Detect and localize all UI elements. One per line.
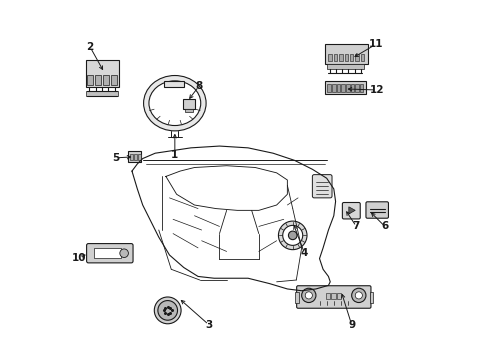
FancyBboxPatch shape	[354, 54, 358, 62]
FancyBboxPatch shape	[86, 244, 133, 263]
FancyBboxPatch shape	[134, 154, 136, 160]
Polygon shape	[348, 207, 354, 214]
Text: 7: 7	[352, 221, 359, 231]
FancyBboxPatch shape	[94, 248, 121, 258]
FancyBboxPatch shape	[128, 152, 141, 162]
FancyBboxPatch shape	[365, 202, 387, 218]
Text: 5: 5	[112, 153, 119, 163]
FancyBboxPatch shape	[341, 84, 344, 93]
FancyBboxPatch shape	[331, 293, 335, 299]
Circle shape	[301, 288, 315, 302]
Text: 3: 3	[205, 320, 212, 330]
FancyBboxPatch shape	[339, 54, 342, 62]
FancyBboxPatch shape	[325, 293, 329, 299]
FancyBboxPatch shape	[326, 64, 364, 69]
FancyBboxPatch shape	[359, 84, 363, 93]
Text: 4: 4	[300, 248, 307, 258]
Ellipse shape	[154, 297, 181, 324]
Ellipse shape	[158, 301, 177, 320]
FancyBboxPatch shape	[85, 60, 119, 87]
Text: 9: 9	[347, 320, 354, 330]
FancyBboxPatch shape	[164, 81, 183, 87]
Circle shape	[120, 249, 128, 257]
Circle shape	[282, 225, 302, 246]
FancyBboxPatch shape	[326, 84, 330, 93]
FancyBboxPatch shape	[369, 292, 372, 302]
FancyBboxPatch shape	[324, 44, 367, 64]
FancyBboxPatch shape	[86, 91, 118, 96]
FancyBboxPatch shape	[345, 84, 349, 93]
FancyBboxPatch shape	[360, 54, 364, 62]
Ellipse shape	[143, 76, 205, 131]
Circle shape	[351, 288, 365, 302]
Circle shape	[278, 221, 306, 249]
FancyBboxPatch shape	[349, 54, 353, 62]
Circle shape	[305, 292, 312, 299]
FancyBboxPatch shape	[328, 54, 331, 62]
Text: 10: 10	[72, 253, 86, 263]
Text: 12: 12	[368, 85, 383, 95]
Circle shape	[354, 292, 362, 299]
FancyBboxPatch shape	[336, 84, 340, 93]
FancyBboxPatch shape	[354, 84, 358, 93]
FancyBboxPatch shape	[130, 154, 132, 160]
FancyBboxPatch shape	[324, 81, 365, 94]
Circle shape	[288, 231, 296, 240]
FancyBboxPatch shape	[95, 75, 101, 85]
FancyBboxPatch shape	[103, 75, 108, 85]
FancyBboxPatch shape	[312, 175, 331, 198]
FancyBboxPatch shape	[333, 54, 337, 62]
Ellipse shape	[149, 81, 201, 126]
FancyBboxPatch shape	[342, 203, 360, 219]
FancyBboxPatch shape	[184, 109, 193, 112]
FancyBboxPatch shape	[183, 99, 195, 109]
Text: 8: 8	[195, 81, 202, 91]
FancyBboxPatch shape	[296, 286, 370, 308]
FancyBboxPatch shape	[87, 75, 93, 85]
FancyBboxPatch shape	[111, 75, 116, 85]
FancyBboxPatch shape	[138, 154, 140, 160]
Text: 11: 11	[368, 39, 383, 49]
Text: 6: 6	[381, 221, 388, 231]
FancyBboxPatch shape	[350, 84, 353, 93]
FancyBboxPatch shape	[331, 84, 335, 93]
Text: 1: 1	[171, 150, 178, 160]
FancyBboxPatch shape	[336, 293, 340, 299]
Text: 2: 2	[86, 42, 94, 52]
FancyBboxPatch shape	[295, 292, 298, 302]
FancyBboxPatch shape	[344, 54, 347, 62]
